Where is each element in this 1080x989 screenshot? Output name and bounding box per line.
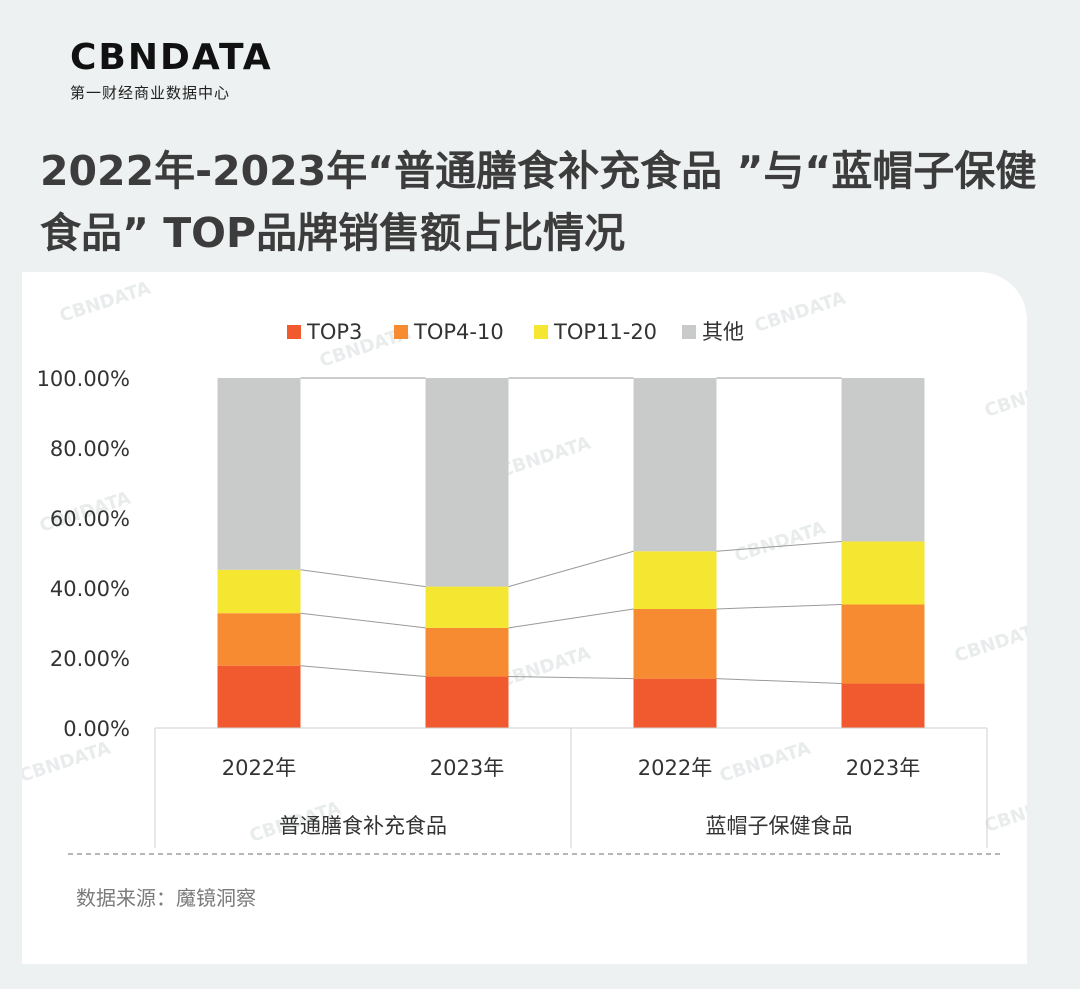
watermark-text: CBNDATA (57, 278, 153, 327)
x-tick-label: 2023年 (846, 756, 920, 780)
bar-segment-TOP3 (633, 678, 717, 728)
watermark-text: CBNDATA (982, 788, 1027, 837)
watermark-text: CBNDATA (982, 373, 1027, 422)
chart-legend: TOP3 TOP4-10 TOP11-20 其他 (287, 320, 744, 344)
legend-item-其他: 其他 (682, 320, 744, 344)
legend-swatch (682, 325, 696, 339)
legend-item-TOP3: TOP3 (287, 320, 362, 344)
x-group-label: 蓝帽子保健食品 (706, 814, 853, 838)
watermark-text: CBNDATA (497, 433, 593, 482)
data-source: 数据来源：魔镜洞察 (76, 886, 256, 910)
connector-line (508, 608, 634, 629)
bar-segment-TOP3 (217, 665, 301, 728)
bar-segment-TOP4-10 (633, 609, 717, 679)
connector-line (300, 612, 426, 629)
y-axis: 0.00% 20.00% 40.00% 60.00% 80.00% 100.00% (37, 367, 130, 741)
stacked-bar-chart: CBNDATA CBNDATA CBNDATA CBNDATA CBNDATA CBNDA… (22, 278, 1027, 855)
bar-stack (633, 378, 717, 728)
y-tick-label: 60.00% (50, 507, 130, 531)
x-group-label: 普通膳食补充食品 (279, 814, 447, 838)
chart-card: CBNDATA CBNDATA CBNDATA CBNDATA CBNDATA CBNDA… (22, 272, 1027, 964)
page-title: 2022年-2023年“普通膳食补充食品 ”与“蓝帽子保健食品” TOP品牌销售… (40, 147, 1037, 257)
legend-swatch (287, 325, 301, 339)
y-tick-label: 100.00% (37, 367, 130, 391)
connector-line (300, 569, 426, 588)
watermark-text: CBNDATA (22, 738, 113, 787)
bar-stack (217, 378, 301, 728)
bar-segment-TOP4-10 (841, 604, 925, 684)
bar-segment-TOP11-20 (841, 541, 925, 605)
bar-segment-TOP4-10 (425, 627, 509, 677)
legend-label: TOP3 (306, 320, 362, 344)
bar-segment-其他 (425, 378, 509, 587)
bar-segment-TOP11-20 (217, 569, 301, 614)
legend-item-TOP11-20: TOP11-20 (534, 320, 657, 344)
watermark-text: CBNDATA (732, 518, 828, 567)
x-tick-label: 2022年 (638, 756, 712, 780)
y-tick-label: 0.00% (63, 717, 130, 741)
legend-label: TOP11-20 (553, 320, 657, 344)
connector-line (508, 550, 634, 588)
watermark-text: CBNDATA (497, 643, 593, 692)
watermark-text: CBNDATA (952, 618, 1027, 667)
bar-stack (425, 378, 509, 728)
connector-line (508, 676, 634, 680)
connector-line (716, 540, 842, 552)
brand-logo: CBNDATA 第一财经商业数据中心 (70, 40, 273, 103)
legend-swatch (394, 325, 408, 339)
bar-segment-其他 (217, 378, 301, 570)
series-connector-lines (300, 377, 842, 685)
logo-subtitle: 第一财经商业数据中心 (70, 84, 231, 102)
logo-wordmark: CBNDATA (70, 37, 273, 78)
legend-label: 其他 (702, 320, 744, 344)
bar-segment-TOP3 (425, 676, 509, 728)
y-tick-label: 20.00% (50, 647, 130, 671)
bar-segment-TOP11-20 (425, 586, 509, 628)
bar-segment-其他 (633, 378, 717, 552)
legend-item-TOP4-10: TOP4-10 (394, 320, 504, 344)
bar-segment-TOP11-20 (633, 551, 717, 609)
bar-segment-TOP3 (841, 683, 925, 728)
connector-line (716, 603, 842, 610)
legend-swatch (534, 325, 548, 339)
bar-layer (217, 378, 925, 728)
legend-label: TOP4-10 (413, 320, 504, 344)
y-tick-label: 80.00% (50, 437, 130, 461)
bar-segment-其他 (841, 378, 925, 542)
watermark-text: CBNDATA (752, 288, 848, 337)
bar-stack (841, 378, 925, 728)
watermark-text: CBNDATA (717, 738, 813, 787)
connector-line (300, 665, 426, 678)
y-tick-label: 40.00% (50, 577, 130, 601)
x-tick-label: 2023年 (430, 756, 504, 780)
connector-line (716, 678, 842, 685)
x-tick-label: 2022年 (222, 756, 296, 780)
bar-segment-TOP4-10 (217, 613, 301, 666)
